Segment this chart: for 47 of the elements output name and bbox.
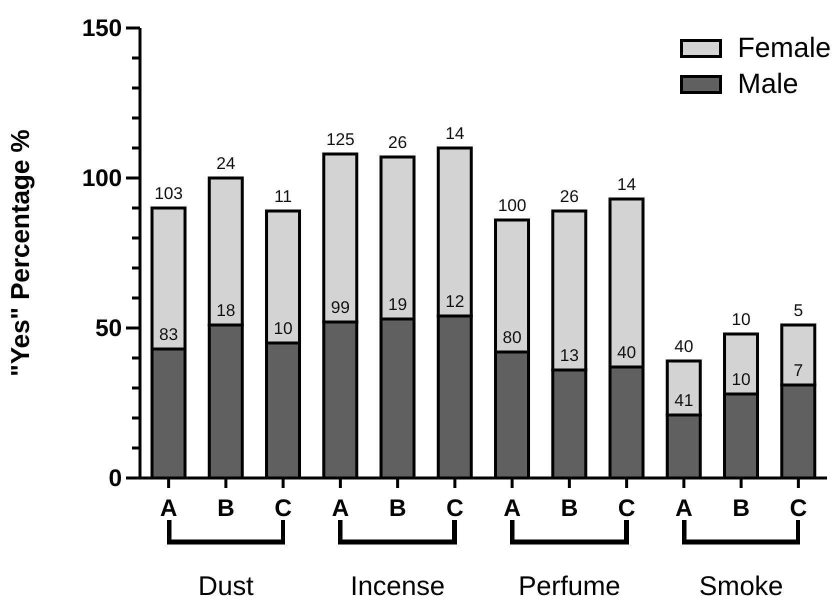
annotation: 10	[732, 310, 751, 329]
annotation: 26	[560, 187, 579, 206]
x-tick-label: B	[388, 495, 406, 522]
y-tick-label: 0	[108, 465, 122, 492]
annotation: 99	[330, 298, 350, 317]
annotation: 13	[560, 346, 579, 365]
annotation: 14	[617, 175, 636, 194]
annotation: 12	[445, 292, 464, 311]
y-tick-label: 150	[82, 15, 122, 42]
text: Smoke	[698, 570, 784, 602]
annotation: 10	[732, 370, 751, 389]
x-tick-label: C	[618, 495, 636, 522]
annotation: 41	[674, 391, 694, 410]
x-tick-label: C	[274, 495, 292, 522]
annotation: 7	[794, 361, 804, 380]
annotation: 103	[154, 184, 183, 203]
annotation: 18	[216, 301, 236, 320]
x-tick-label: A	[503, 495, 521, 522]
x-tick-label: B	[560, 495, 578, 522]
annotation: 26	[388, 133, 408, 152]
x-tick-label: C	[790, 495, 808, 522]
text: Incense	[349, 570, 446, 602]
x-tick-label: A	[332, 495, 350, 522]
annotation: 40	[617, 343, 636, 362]
annotation: 10	[274, 319, 293, 338]
annotation: 14	[445, 124, 464, 143]
annotation: 80	[502, 328, 522, 347]
x-tick-label: C	[446, 495, 464, 522]
annotation: 100	[498, 196, 526, 215]
annotation: 19	[388, 295, 408, 314]
text: Perfume	[517, 570, 622, 602]
y-axis-title: "Yes" Percentage %	[5, 129, 36, 377]
x-tick-label: B	[732, 495, 750, 522]
annotation: 40	[674, 337, 694, 356]
text: Dust	[197, 570, 255, 602]
annotation: 5	[794, 301, 804, 320]
y-tick-label: 50	[95, 315, 122, 342]
x-tick-label: A	[675, 495, 693, 522]
legend-label: Male	[738, 68, 798, 100]
x-tick-label: A	[160, 495, 178, 522]
x-tick-label: B	[217, 495, 235, 522]
legend-label: Female	[738, 32, 831, 64]
annotation: 125	[326, 130, 355, 149]
y-tick-label: 100	[82, 165, 122, 192]
annotation: 11	[274, 187, 292, 206]
annotation: 24	[216, 154, 236, 173]
annotation: 83	[159, 325, 178, 344]
